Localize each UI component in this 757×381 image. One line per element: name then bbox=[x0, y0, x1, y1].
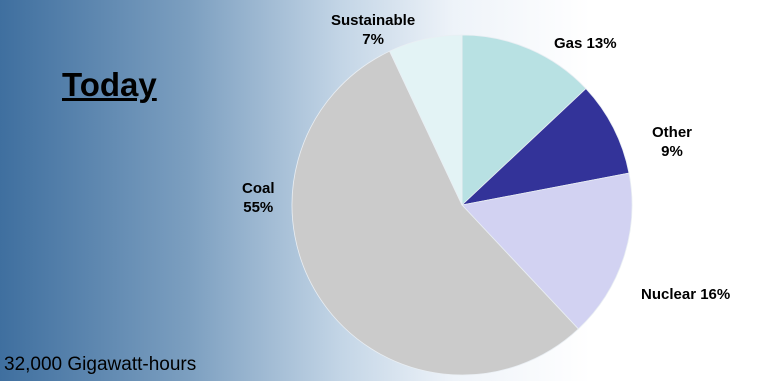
pie-slice-coal bbox=[291, 50, 579, 376]
pie-slice-gas bbox=[461, 34, 587, 206]
total-energy-note: 32,000 Gigawatt-hours bbox=[4, 354, 197, 375]
label-sustainable: Sustainable 7% bbox=[331, 12, 416, 48]
label-other: Other 9% bbox=[652, 124, 693, 160]
pie-slice-other bbox=[460, 88, 630, 206]
chart-title: Today bbox=[62, 66, 157, 103]
pie-slice-nuclear bbox=[461, 172, 633, 330]
label-gas: Gas 13% bbox=[554, 35, 617, 52]
label-coal: Coal 55% bbox=[242, 180, 275, 216]
label-nuclear: Nuclear 16% bbox=[641, 286, 731, 303]
pie-slice-sustainable bbox=[389, 34, 463, 206]
